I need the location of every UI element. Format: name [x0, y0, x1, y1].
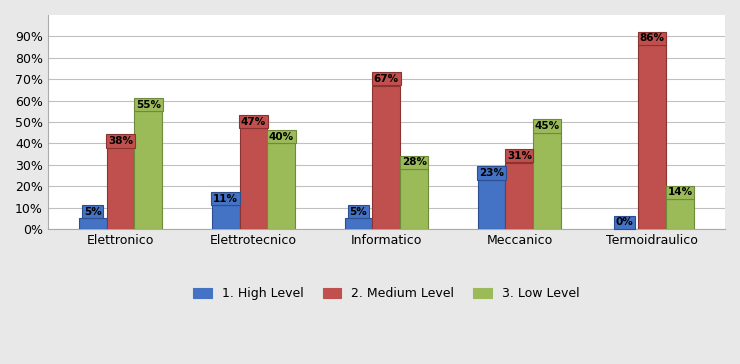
Text: 14%: 14% — [667, 187, 693, 197]
Bar — [477, 180, 505, 229]
Bar — [372, 86, 400, 229]
Bar — [135, 111, 162, 229]
Text: 47%: 47% — [240, 117, 266, 127]
Bar — [639, 45, 666, 229]
Bar — [666, 199, 694, 229]
Bar — [345, 218, 372, 229]
Bar — [212, 205, 240, 229]
Bar — [240, 128, 267, 229]
Text: 86%: 86% — [640, 33, 665, 43]
Text: 23%: 23% — [479, 168, 504, 178]
Text: 5%: 5% — [349, 206, 367, 217]
Text: 5%: 5% — [84, 206, 101, 217]
Text: 0%: 0% — [616, 217, 633, 227]
Text: 11%: 11% — [213, 194, 238, 204]
Bar — [78, 218, 107, 229]
Text: 45%: 45% — [535, 121, 560, 131]
Text: 40%: 40% — [269, 132, 294, 142]
Text: 55%: 55% — [136, 100, 161, 110]
Text: 38%: 38% — [108, 136, 133, 146]
Text: 28%: 28% — [402, 157, 427, 167]
Text: 67%: 67% — [374, 74, 399, 84]
Legend: 1. High Level, 2. Medium Level, 3. Low Level: 1. High Level, 2. Medium Level, 3. Low L… — [189, 282, 585, 305]
Text: 31%: 31% — [507, 151, 532, 161]
Bar — [400, 169, 428, 229]
Bar — [267, 143, 295, 229]
Bar — [534, 133, 561, 229]
Bar — [505, 163, 534, 229]
Bar — [107, 148, 135, 229]
